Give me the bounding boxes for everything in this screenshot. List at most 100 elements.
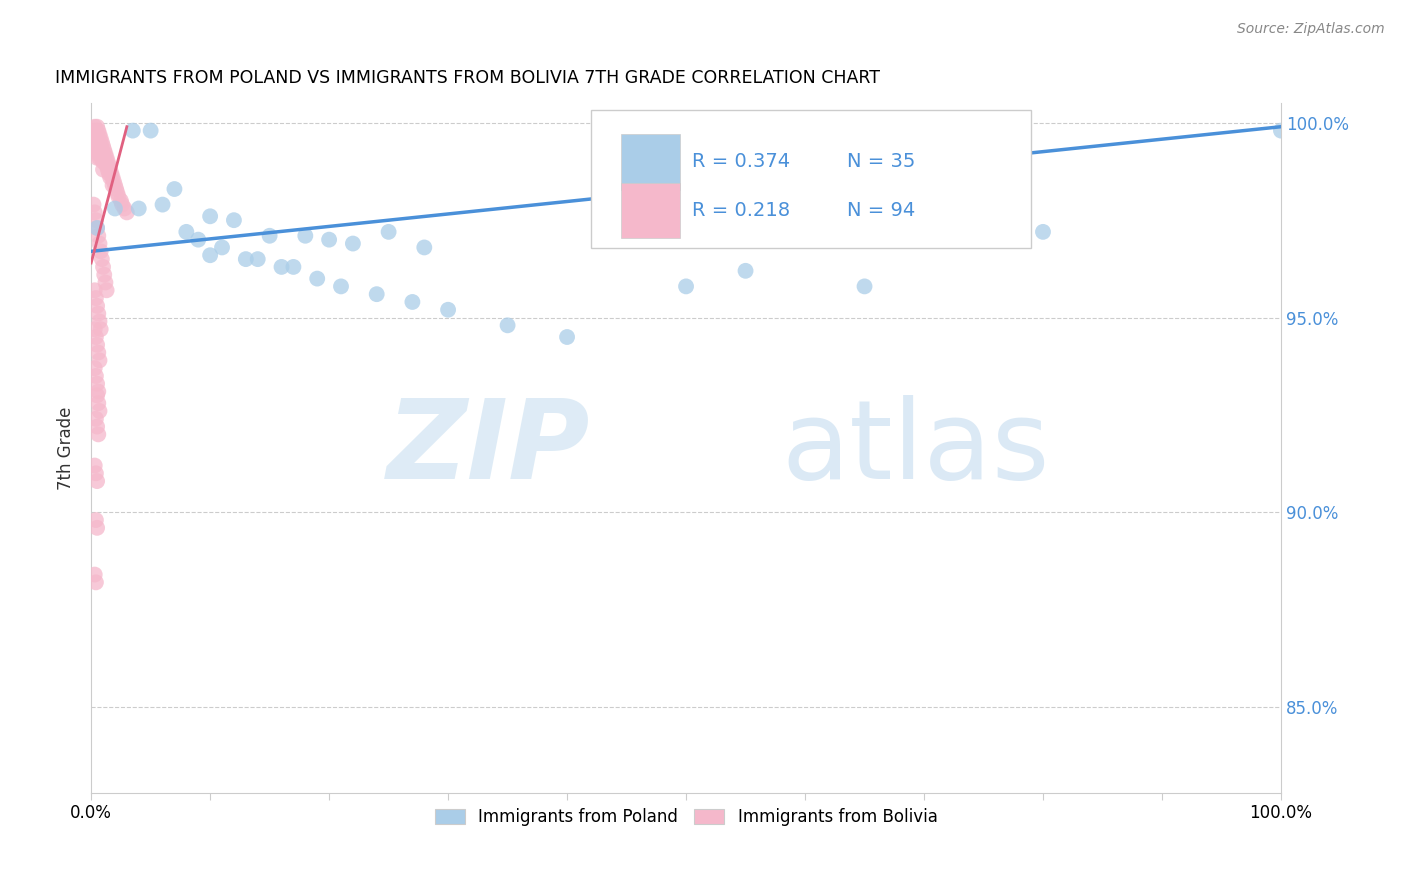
Point (91, 260, 114, 274)
Point (93, 268, 115, 282)
Point (90, 151, 112, 165)
Point (89, 151, 111, 165)
Point (87, 345, 110, 359)
Y-axis label: 7th Grade: 7th Grade (58, 407, 75, 490)
Point (87, 131, 110, 145)
Text: R = 0.218: R = 0.218 (692, 201, 790, 219)
Point (90, 139, 112, 153)
Point (86, 128, 108, 142)
Point (110, 194, 132, 208)
Point (86, 143, 108, 157)
Point (82, 136, 104, 150)
Point (91, 154, 114, 169)
Point (176, 225, 198, 239)
Point (83, 322, 105, 336)
Point (93, 143, 115, 157)
Point (90, 244, 112, 259)
Point (734, 264, 756, 278)
Point (90, 131, 112, 145)
Point (94, 147, 117, 161)
FancyBboxPatch shape (591, 111, 1031, 248)
Point (107, 190, 129, 204)
Point (114, 202, 136, 216)
Point (83, 120, 105, 134)
Point (198, 209, 221, 223)
Legend: Immigrants from Poland, Immigrants from Bolivia: Immigrants from Poland, Immigrants from … (427, 801, 945, 832)
Point (93, 151, 115, 165)
Point (87, 384, 110, 399)
Point (84, 330, 107, 344)
Point (89, 128, 111, 142)
Point (89, 314, 111, 328)
Point (366, 287, 388, 301)
Point (121, 123, 143, 137)
Point (96, 159, 118, 173)
Point (89, 136, 111, 150)
Point (91, 162, 114, 177)
Point (97, 162, 120, 177)
Point (342, 236, 364, 251)
Point (101, 178, 124, 193)
Point (89, 236, 111, 251)
Point (101, 170, 124, 185)
Point (496, 318, 519, 333)
Point (211, 240, 233, 254)
Point (222, 213, 245, 227)
Point (86, 221, 108, 235)
Point (86, 136, 108, 150)
Point (98, 170, 121, 185)
Point (152, 197, 174, 211)
Point (91, 139, 114, 153)
Point (111, 197, 134, 211)
Point (330, 279, 353, 293)
Point (97, 154, 120, 169)
Point (83, 567, 105, 582)
Point (98, 162, 121, 177)
Point (87, 147, 110, 161)
Text: ZIP: ZIP (388, 394, 591, 501)
Point (84, 123, 107, 137)
Point (94, 154, 117, 169)
Point (103, 174, 125, 188)
Point (90, 136, 112, 150)
Point (87, 123, 110, 137)
Point (318, 233, 340, 247)
Point (83, 205, 105, 219)
FancyBboxPatch shape (620, 183, 681, 238)
Point (87, 228, 110, 243)
Point (83, 197, 105, 211)
Point (96, 283, 118, 297)
Point (89, 353, 111, 368)
Point (84, 575, 107, 590)
Point (853, 279, 876, 293)
Point (235, 252, 257, 267)
Point (83, 123, 105, 137)
Point (96, 151, 118, 165)
Point (90, 143, 112, 157)
Point (139, 123, 162, 137)
Point (86, 221, 108, 235)
Point (83, 361, 105, 376)
Point (104, 202, 127, 216)
Point (84, 368, 107, 383)
Point (86, 299, 108, 313)
Point (377, 225, 399, 239)
Point (89, 404, 111, 418)
Point (307, 271, 329, 285)
Point (86, 120, 108, 134)
Point (105, 182, 128, 196)
Text: R = 0.374: R = 0.374 (692, 153, 790, 171)
Point (198, 248, 221, 262)
Point (1032, 225, 1054, 239)
Point (86, 474, 108, 488)
Point (128, 202, 150, 216)
Point (86, 388, 108, 402)
Point (115, 205, 138, 219)
Point (100, 166, 122, 180)
Point (413, 240, 436, 254)
Point (91, 147, 114, 161)
Point (98, 166, 121, 180)
Point (84, 291, 107, 305)
Point (83, 458, 105, 473)
Text: atlas: atlas (782, 394, 1050, 501)
